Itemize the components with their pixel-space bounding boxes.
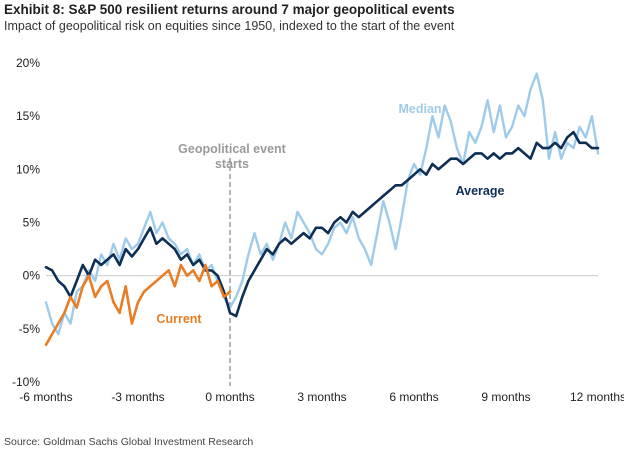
- y-tick-label: 15%: [16, 109, 40, 123]
- series-label-median: Median: [398, 102, 441, 116]
- series-line-median: [44, 72, 600, 336]
- source-note: Source: Goldman Sachs Global Investment …: [4, 436, 254, 448]
- x-tick-label: 3 months: [297, 390, 346, 404]
- chart-subtitle: Impact of geopolitical risk on equities …: [4, 19, 455, 33]
- series-layer: [44, 72, 600, 347]
- series-label-current: Current: [156, 312, 202, 326]
- y-tick-label: 10%: [16, 162, 40, 176]
- x-tick-label: 12 months: [570, 390, 624, 404]
- series-label-average: Average: [456, 184, 505, 198]
- y-tick-label: 5%: [23, 216, 41, 230]
- x-tick-label: 6 months: [389, 390, 438, 404]
- y-tick-label: 0%: [23, 269, 41, 283]
- x-tick-label: -3 months: [111, 390, 164, 404]
- event-label: Geopolitical event: [178, 142, 287, 156]
- axis-layer: -10% -5% 0% 5% 10% 15% 20% -6 months -3 months 0 …: [12, 56, 624, 404]
- y-tick-label: -5%: [19, 322, 41, 336]
- series-line-average: [44, 130, 600, 318]
- x-tick-label: 0 months: [205, 390, 254, 404]
- y-tick-label: -10%: [12, 375, 40, 389]
- y-tick-label: 20%: [16, 56, 40, 70]
- x-tick-label: 9 months: [481, 390, 530, 404]
- series-labels: Median Average Current: [156, 102, 504, 326]
- x-tick-label: -6 months: [19, 390, 72, 404]
- chart-title: Exhibit 8: S&P 500 resilient returns aro…: [4, 2, 455, 17]
- series-line-current: [44, 263, 232, 347]
- event-label: starts: [215, 157, 249, 171]
